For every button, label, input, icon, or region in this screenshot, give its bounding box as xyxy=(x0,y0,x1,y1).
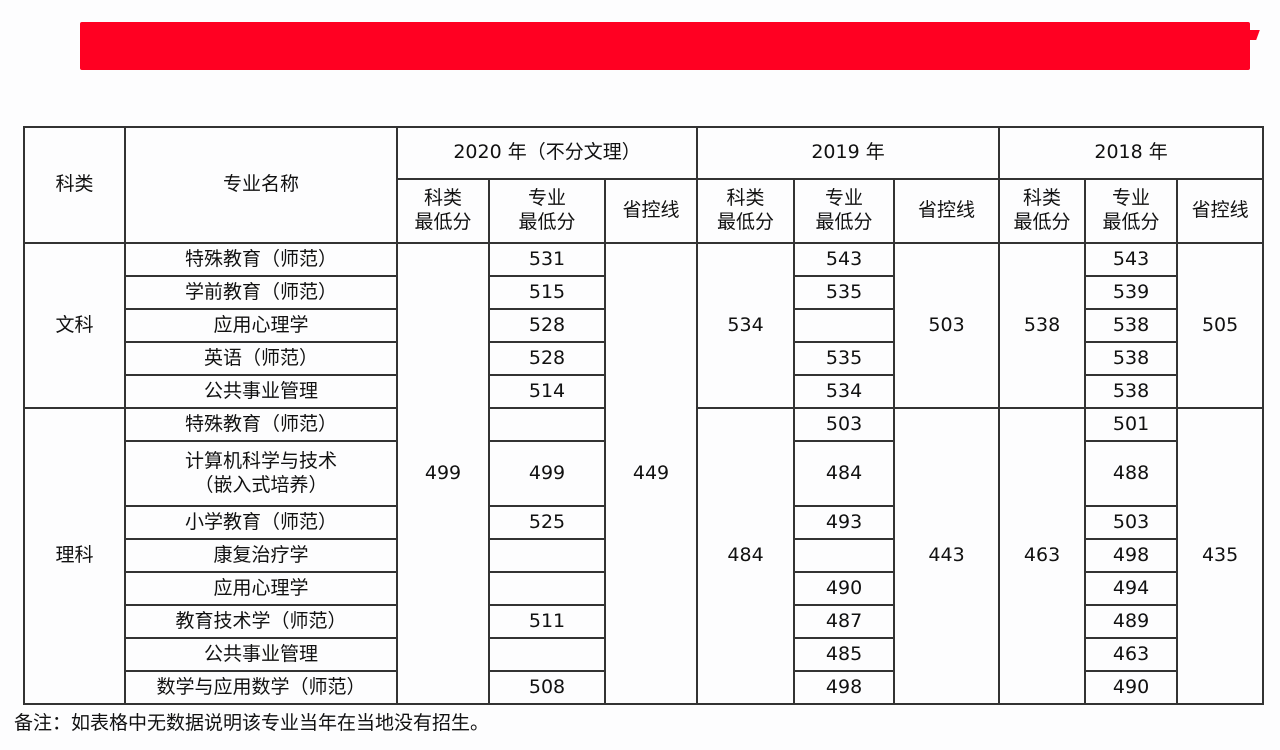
major-name: 小学教育（师范） xyxy=(124,505,398,540)
major-name: 学前教育（师范） xyxy=(124,275,398,310)
header-major: 专业名称 xyxy=(124,126,398,244)
header-control-2018: 省控线 xyxy=(1176,178,1265,244)
major-min-2020: 528 xyxy=(488,308,606,343)
table-row: 文科 特殊教育（师范） 499 531 449 534 543 503 538 … xyxy=(23,242,1265,705)
header-cat-min-2018: 科类 最低分 xyxy=(998,178,1087,244)
table-row: 应用心理学 490 494 xyxy=(24,571,1263,606)
table-row: 理科 特殊教育（师范） 484 503 443 463 501 435 xyxy=(23,407,1265,705)
major-min-2019 xyxy=(793,308,896,343)
major-name: 公共事业管理 xyxy=(124,637,398,672)
major-min-2020: 515 xyxy=(488,275,606,310)
major-min-2018: 501 xyxy=(1084,407,1179,442)
table-row: 应用心理学 528 538 xyxy=(24,308,1263,343)
major-name: 应用心理学 xyxy=(124,308,398,343)
major-min-2020 xyxy=(488,637,606,672)
header-control-2019: 省控线 xyxy=(893,178,1001,244)
major-min-2020: 511 xyxy=(488,604,606,639)
major-name: 英语（师范） xyxy=(124,341,398,376)
major-name: 特殊教育（师范） xyxy=(124,242,398,277)
cat-min-2019-li: 484 xyxy=(696,407,796,705)
table-row: 学前教育（师范） 515 535 539 xyxy=(24,275,1263,310)
major-min-2020: 508 xyxy=(488,670,606,705)
major-min-2019: 543 xyxy=(793,242,896,277)
major-min-2018: 538 xyxy=(1084,341,1179,376)
major-name: 应用心理学 xyxy=(124,571,398,606)
major-min-2019: 535 xyxy=(793,341,896,376)
header-category: 科类 xyxy=(23,126,126,244)
major-min-2018: 488 xyxy=(1084,440,1179,507)
table-row: 公共事业管理 485 463 xyxy=(24,637,1263,672)
major-min-2018: 490 xyxy=(1084,670,1179,705)
header-cat-min-2019: 科类 最低分 xyxy=(696,178,796,244)
cat-min-2020: 499 xyxy=(396,242,490,705)
header-major-min-2019: 专业 最低分 xyxy=(793,178,896,244)
control-2019-li: 443 xyxy=(893,407,1001,705)
major-min-2019: 534 xyxy=(793,374,896,409)
major-min-2019: 503 xyxy=(793,407,896,442)
major-name: 教育技术学（师范） xyxy=(124,604,398,639)
control-2020: 449 xyxy=(603,242,699,705)
category-li: 理科 xyxy=(23,407,126,705)
major-min-2018: 463 xyxy=(1084,637,1179,672)
major-min-2018: 538 xyxy=(1084,374,1179,409)
table-row: 公共事业管理 514 534 538 xyxy=(24,374,1263,409)
header-year-2018: 2018 年 xyxy=(998,126,1265,180)
major-name: 数学与应用数学（师范） xyxy=(124,670,398,705)
banner-edge xyxy=(1246,30,1260,40)
category-wen: 文科 xyxy=(23,242,126,409)
major-min-2020 xyxy=(488,538,606,573)
header-major-min-2018: 专业 最低分 xyxy=(1084,178,1179,244)
control-2018-li: 435 xyxy=(1176,407,1265,705)
table-row: 小学教育（师范） 525 493 503 xyxy=(24,505,1263,540)
major-min-2018: 489 xyxy=(1084,604,1179,639)
major-min-2019: 493 xyxy=(793,505,896,540)
major-min-2020: 514 xyxy=(488,374,606,409)
major-min-2019: 487 xyxy=(793,604,896,639)
cat-min-2018-wen: 538 xyxy=(998,242,1087,409)
header-year-2019: 2019 年 xyxy=(696,126,1001,180)
table-row: 教育技术学（师范） 511 487 489 xyxy=(24,604,1263,639)
major-min-2020: 528 xyxy=(488,341,606,376)
major-min-2019: 485 xyxy=(793,637,896,672)
major-min-2018: 498 xyxy=(1084,538,1179,573)
table-row: 计算机科学与技术 （嵌入式培养） 499 484 488 xyxy=(24,440,1263,507)
control-2018-wen: 505 xyxy=(1176,242,1265,409)
table-row: 康复治疗学 498 xyxy=(24,538,1263,573)
cat-min-2019-wen: 534 xyxy=(696,242,796,409)
cat-min-2018-li: 463 xyxy=(998,407,1087,705)
header-control-2020: 省控线 xyxy=(603,178,699,244)
major-min-2018: 538 xyxy=(1084,308,1179,343)
major-min-2019: 535 xyxy=(793,275,896,310)
table-row: 英语（师范） 528 535 538 xyxy=(24,341,1263,376)
major-min-2019: 498 xyxy=(793,670,896,705)
footnote: 备注：如表格中无数据说明该专业当年在当地没有招生。 xyxy=(14,712,490,734)
control-2019-wen: 503 xyxy=(893,242,1001,409)
major-min-2020: 499 xyxy=(488,440,606,507)
table-row: 数学与应用数学（师范） 508 498 490 xyxy=(24,670,1263,705)
major-min-2020 xyxy=(488,407,606,442)
red-title-banner xyxy=(80,22,1260,70)
major-name: 康复治疗学 xyxy=(124,538,398,573)
major-min-2020 xyxy=(488,571,606,606)
major-min-2020: 525 xyxy=(488,505,606,540)
major-name: 特殊教育（师范） xyxy=(124,407,398,442)
major-min-2018: 503 xyxy=(1084,505,1179,540)
major-min-2019: 490 xyxy=(793,571,896,606)
major-min-2018: 543 xyxy=(1084,242,1179,277)
header-year-2020: 2020 年（不分文理） xyxy=(395,126,699,180)
major-name: 计算机科学与技术 （嵌入式培养） xyxy=(124,440,398,507)
header-cat-min-2020: 科类 最低分 xyxy=(396,178,490,244)
major-name: 公共事业管理 xyxy=(124,374,398,409)
major-min-2020: 531 xyxy=(488,242,606,277)
major-min-2019 xyxy=(793,538,896,573)
major-min-2018: 539 xyxy=(1084,275,1179,310)
major-min-2019: 484 xyxy=(793,440,896,507)
admission-score-table: 科类 专业名称 2020 年（不分文理） 2019 年 2018 年 科类 最低分… xyxy=(23,126,1265,705)
header-major-min-2020: 专业 最低分 xyxy=(488,178,606,244)
major-min-2018: 494 xyxy=(1084,571,1179,606)
